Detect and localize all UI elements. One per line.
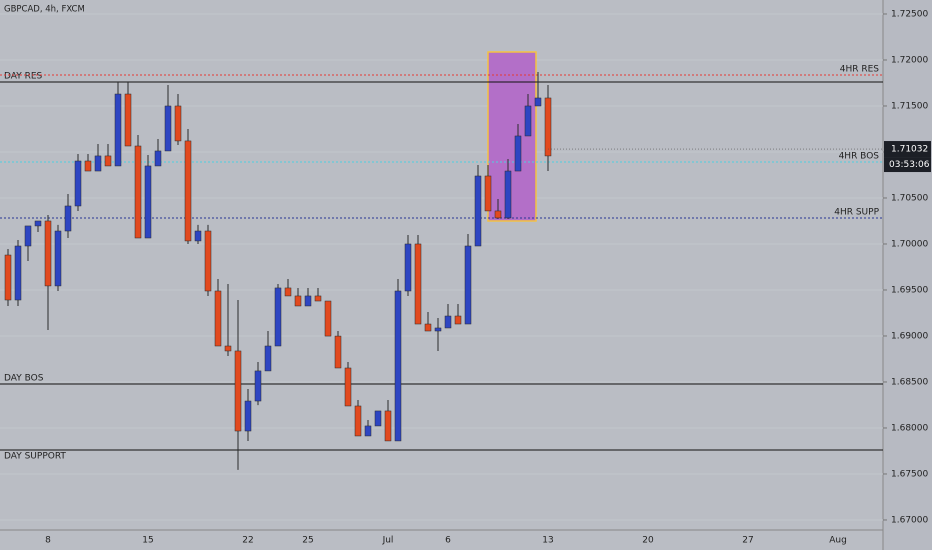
candle-body bbox=[314, 295, 322, 302]
last-price-label: 1.71032 bbox=[891, 145, 928, 155]
countdown-box bbox=[884, 157, 931, 173]
y-tick-label: 1.70500 bbox=[891, 193, 928, 203]
candle-body bbox=[294, 295, 302, 307]
candle-body bbox=[84, 160, 92, 172]
candle-body bbox=[74, 160, 82, 207]
countdown-label: 03:53:06 bbox=[889, 160, 930, 170]
candle-body bbox=[444, 315, 452, 329]
x-tick-label: 22 bbox=[242, 536, 253, 546]
candle-body bbox=[534, 97, 542, 107]
y-tick-label: 1.68500 bbox=[891, 377, 928, 387]
candle-body bbox=[374, 410, 382, 427]
candle-body bbox=[204, 230, 212, 292]
highlight-box bbox=[487, 51, 537, 222]
x-tick-label: Aug bbox=[829, 536, 847, 546]
candle-body bbox=[54, 230, 62, 287]
candle-body bbox=[144, 165, 152, 239]
y-tick-label: 1.72500 bbox=[891, 9, 928, 19]
candle-body bbox=[4, 254, 12, 301]
candle-body bbox=[234, 350, 242, 432]
candle-body bbox=[14, 245, 22, 301]
candle-body bbox=[124, 93, 132, 147]
candle-body bbox=[134, 145, 142, 239]
candle-body bbox=[104, 155, 112, 167]
x-tick-label: Jul bbox=[382, 536, 394, 546]
level-label: DAY BOS bbox=[4, 373, 44, 383]
x-tick-label: 20 bbox=[642, 536, 654, 546]
x-tick-label: 8 bbox=[45, 536, 51, 546]
candle-body bbox=[24, 225, 32, 247]
level-label: DAY RES bbox=[4, 71, 43, 81]
last-price-box bbox=[884, 141, 931, 158]
y-tick-label: 1.72000 bbox=[891, 55, 928, 65]
y-tick-label: 1.69000 bbox=[891, 331, 928, 341]
x-tick-label: 6 bbox=[445, 536, 451, 546]
candle-body bbox=[194, 230, 202, 242]
candle-body bbox=[524, 105, 532, 137]
candle-body bbox=[364, 425, 372, 437]
y-tick-label: 1.70000 bbox=[891, 239, 928, 249]
candle-body bbox=[284, 287, 292, 297]
x-tick-label: 13 bbox=[542, 536, 553, 546]
candle-body bbox=[214, 290, 222, 347]
candle-body bbox=[344, 367, 352, 407]
y-tick-label: 1.69500 bbox=[891, 285, 928, 295]
candle-body bbox=[114, 93, 122, 167]
candle-body bbox=[164, 105, 172, 152]
level-label: DAY SUPPORT bbox=[4, 451, 66, 461]
candle-body bbox=[34, 220, 42, 227]
candle-body bbox=[484, 175, 492, 212]
candle-body bbox=[504, 170, 512, 219]
level-label: 4HR BOS bbox=[839, 152, 880, 162]
candle-body bbox=[474, 175, 482, 247]
candle-body bbox=[424, 323, 432, 332]
candle-body bbox=[544, 97, 552, 157]
candle-body bbox=[244, 400, 252, 432]
candle-body bbox=[44, 220, 52, 287]
level-label: 4HR RES bbox=[840, 64, 880, 74]
candle-body bbox=[514, 135, 522, 172]
candle-body bbox=[184, 140, 192, 242]
y-tick-label: 1.68000 bbox=[891, 423, 928, 433]
price-axis-panel bbox=[883, 0, 932, 550]
candle-body bbox=[174, 105, 182, 142]
candle-body bbox=[434, 327, 442, 332]
level-label: 4HR SUPP bbox=[834, 207, 879, 217]
candle-body bbox=[354, 405, 362, 437]
candle-body bbox=[464, 245, 472, 325]
x-tick-label: 15 bbox=[142, 536, 153, 546]
candle-body bbox=[274, 287, 282, 347]
candle-body bbox=[264, 345, 272, 372]
y-tick-label: 1.71500 bbox=[891, 101, 928, 111]
x-tick-label: 27 bbox=[742, 536, 753, 546]
candle-body bbox=[334, 335, 342, 369]
x-tick-label: 25 bbox=[302, 536, 313, 546]
candle-body bbox=[454, 315, 462, 325]
candle-body bbox=[64, 205, 72, 232]
candle-body bbox=[154, 150, 162, 167]
candle-body bbox=[384, 410, 392, 442]
candle-body bbox=[494, 210, 502, 219]
candle-body bbox=[414, 243, 422, 325]
candle-body bbox=[324, 300, 332, 337]
y-tick-label: 1.67000 bbox=[891, 515, 928, 525]
symbol-title: GBPCAD, 4h, FXCM bbox=[4, 5, 85, 15]
candle-body bbox=[224, 345, 232, 352]
candle-body bbox=[404, 243, 412, 292]
candle-body bbox=[304, 295, 312, 307]
candle-body bbox=[94, 155, 102, 172]
candle-body bbox=[254, 370, 262, 402]
y-tick-label: 1.67500 bbox=[891, 469, 928, 479]
candle-body bbox=[394, 290, 402, 442]
